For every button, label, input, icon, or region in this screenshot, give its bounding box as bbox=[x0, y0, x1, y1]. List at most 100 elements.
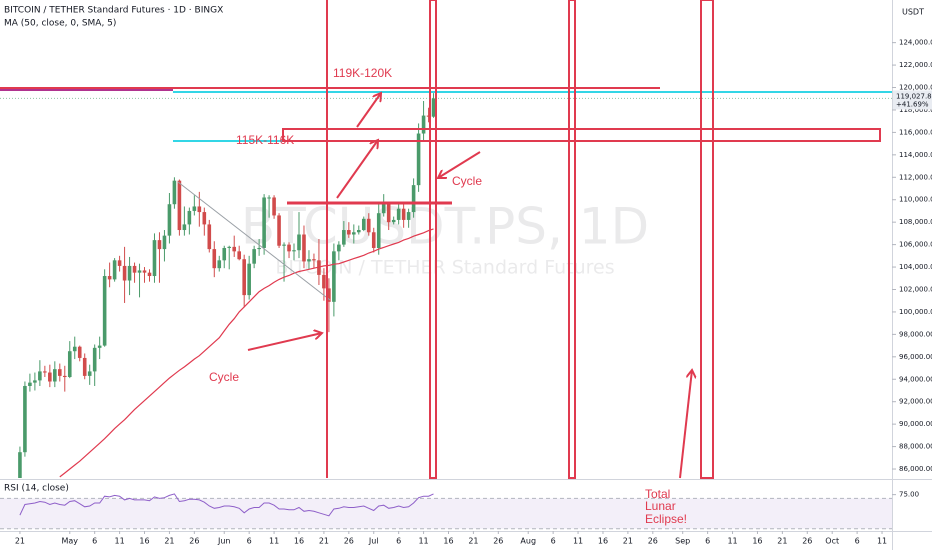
candle-body bbox=[267, 197, 271, 199]
price-tag bbox=[893, 90, 932, 110]
candle-body bbox=[337, 244, 341, 252]
candle-body bbox=[207, 224, 212, 250]
x-tick-label: 26 bbox=[648, 537, 658, 546]
arrow bbox=[356, 93, 381, 128]
x-tick-label: 6 bbox=[551, 537, 556, 546]
x-tick-label: Jun bbox=[217, 537, 231, 546]
y-tick-label: 110,000.00 bbox=[899, 196, 932, 204]
arrow bbox=[679, 370, 692, 479]
x-tick-label: 21 bbox=[468, 537, 478, 546]
candle-body bbox=[247, 263, 251, 296]
ma-line bbox=[59, 228, 434, 478]
y-tick-label: 100,000.00 bbox=[899, 308, 932, 316]
annotation: Cycle bbox=[209, 370, 239, 384]
candle-body bbox=[72, 346, 77, 352]
candle-body bbox=[53, 369, 57, 382]
candle-body bbox=[107, 276, 112, 280]
candle-body bbox=[23, 385, 27, 453]
x-tick-label: 11 bbox=[573, 537, 583, 546]
y-tick-label: 114,000.00 bbox=[899, 151, 932, 159]
y-axis-label: USDT bbox=[902, 8, 924, 17]
x-tick-label: 21 bbox=[777, 537, 787, 546]
cycle-line bbox=[568, 0, 576, 479]
y-tick-label: 122,000.00 bbox=[899, 61, 932, 69]
candle-body bbox=[162, 235, 167, 250]
candle-body bbox=[327, 288, 331, 302]
x-tick-label: 16 bbox=[443, 537, 453, 546]
candle-body bbox=[376, 213, 381, 248]
y-tick-label: 86,000.00 bbox=[899, 465, 932, 473]
y-tick-label: 118,000.00 bbox=[899, 106, 932, 114]
y-tick-label: 90,000.00 bbox=[899, 420, 932, 428]
candle-body bbox=[177, 180, 182, 231]
zone-box bbox=[282, 128, 881, 142]
price-tag-label: 119,027.84 bbox=[896, 92, 932, 100]
candle-body bbox=[411, 185, 416, 213]
candle-body bbox=[232, 246, 237, 252]
candle-body bbox=[431, 98, 436, 117]
candle-body bbox=[157, 240, 162, 250]
candle-body bbox=[172, 180, 177, 205]
y-tick-label: 96,000.00 bbox=[899, 353, 932, 361]
candle-body bbox=[297, 234, 301, 251]
arrow bbox=[336, 140, 378, 199]
candle-body bbox=[182, 224, 187, 231]
y-tick-label: 108,000.00 bbox=[899, 218, 932, 226]
x-tick-label: Jul bbox=[368, 537, 379, 546]
candle-body bbox=[33, 380, 37, 383]
watermark-text: BTCUSDT.PS, 1D bbox=[241, 198, 649, 256]
candle-body bbox=[356, 230, 361, 233]
candle-body bbox=[421, 115, 426, 134]
candle-body bbox=[112, 260, 117, 280]
candle-body bbox=[342, 230, 346, 245]
candle-body bbox=[262, 197, 266, 248]
x-tick-label: 16 bbox=[598, 537, 608, 546]
candle-body bbox=[18, 452, 22, 478]
candle-body bbox=[237, 251, 241, 260]
drawings bbox=[0, 0, 892, 479]
x-tick-label: 21 bbox=[15, 537, 25, 546]
candle-body bbox=[62, 375, 67, 378]
candle-body bbox=[272, 197, 276, 216]
x-tick-label: 16 bbox=[752, 537, 762, 546]
x-tick-label: Aug bbox=[520, 537, 536, 546]
y-tick-label: 88,000.00 bbox=[899, 443, 932, 451]
watermark-subtitle: BITCOIN / TETHER Standard Futures bbox=[275, 257, 614, 279]
candle-body bbox=[48, 372, 52, 382]
x-tick-label: 26 bbox=[493, 537, 503, 546]
x-tick-label: 26 bbox=[802, 537, 812, 546]
candle-body bbox=[352, 232, 356, 235]
candle-body bbox=[102, 276, 107, 346]
y-tick-label: 104,000.00 bbox=[899, 263, 932, 271]
y-tick-label: 94,000.00 bbox=[899, 375, 932, 383]
x-tick-label: 21 bbox=[164, 537, 174, 546]
candle-body bbox=[361, 218, 366, 231]
candle-body bbox=[43, 371, 47, 373]
trend-line bbox=[177, 181, 331, 301]
candle-body bbox=[312, 259, 316, 261]
watermark: BTCUSDT.PS, 1D BITCOIN / TETHER Standard… bbox=[241, 198, 649, 279]
candle-body bbox=[142, 270, 147, 273]
x-tick-label: 11 bbox=[115, 537, 125, 546]
annotations: 119K-120K 115K-116K Cycle Cycle Total Lu… bbox=[209, 66, 687, 526]
candle-body bbox=[406, 212, 411, 220]
candle-body bbox=[401, 208, 406, 220]
x-tick-label: 21 bbox=[319, 537, 329, 546]
candle-body bbox=[152, 240, 157, 277]
candle-body bbox=[82, 357, 87, 376]
y-tick-label: 124,000.00 bbox=[899, 39, 932, 47]
annotation: 115K-116K bbox=[236, 133, 294, 147]
candle-body bbox=[167, 204, 172, 236]
candle-body bbox=[242, 259, 246, 296]
y-tick-label: 92,000.00 bbox=[899, 398, 932, 406]
candle-body bbox=[28, 382, 32, 386]
chart-title: BITCOIN / TETHER Standard Futures · 1D ·… bbox=[4, 6, 223, 16]
x-tick-label: 26 bbox=[189, 537, 199, 546]
candle-body bbox=[197, 206, 202, 213]
candle-body bbox=[97, 345, 102, 348]
x-tick-label: 11 bbox=[418, 537, 428, 546]
candle-body bbox=[371, 232, 376, 248]
x-tick-label: 11 bbox=[877, 537, 887, 546]
rsi-band bbox=[0, 498, 892, 529]
annotation: Eclipse! bbox=[645, 512, 687, 526]
